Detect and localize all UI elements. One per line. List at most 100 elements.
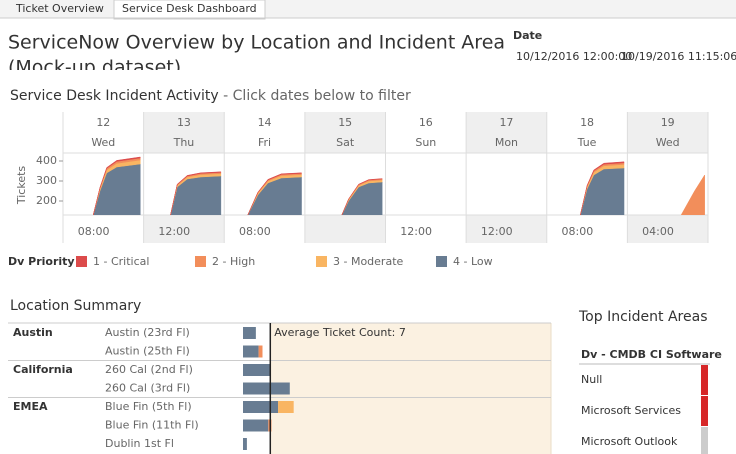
weekday[interactable]: Mon	[495, 136, 518, 149]
day-header[interactable]	[385, 112, 467, 153]
legend-swatch[interactable]	[316, 256, 327, 267]
date-to[interactable]: 10/19/2016 11:15:06	[621, 50, 736, 63]
location-bar[interactable]	[243, 327, 256, 339]
activity-title: Service Desk Incident Activity - Click d…	[10, 88, 411, 104]
time-cell	[304, 215, 386, 243]
weekday[interactable]: Sun	[415, 136, 436, 149]
location-label[interactable]: Austin (23rd Fl)	[105, 326, 190, 339]
date-label: Date	[513, 29, 542, 42]
area-label[interactable]: Microsoft Outlook	[581, 435, 678, 448]
area-indicator	[701, 396, 708, 426]
day-number[interactable]: 14	[258, 116, 272, 129]
area-indicator	[701, 427, 708, 454]
area-2	[680, 174, 705, 215]
activity-title-text: Service Desk Incident Activity	[10, 88, 219, 104]
area-0	[170, 175, 222, 215]
location-label[interactable]: Dublin 1st Fl	[105, 437, 174, 450]
active-tab[interactable]	[113, 0, 266, 20]
legend-label[interactable]: 4 - Low	[453, 255, 493, 268]
weekday[interactable]: Tue	[577, 136, 597, 149]
location-bar[interactable]	[243, 419, 269, 432]
day-header[interactable]	[224, 112, 305, 153]
location-bar[interactable]	[278, 401, 294, 413]
location-label[interactable]: 260 Cal (3rd Fl)	[105, 382, 190, 395]
day-header[interactable]	[546, 112, 628, 153]
location-label[interactable]: 260 Cal (2nd Fl)	[105, 363, 193, 376]
group-label: Austin	[13, 326, 53, 339]
legend-swatch[interactable]	[436, 256, 447, 267]
area-label[interactable]: Null	[581, 373, 602, 386]
weekday[interactable]: Fri	[258, 136, 271, 149]
day-header[interactable]	[143, 112, 225, 153]
location-bar[interactable]	[243, 382, 290, 395]
y-tick-label: 400	[36, 154, 57, 167]
location-bar[interactable]	[243, 345, 259, 358]
area-label[interactable]: Microsoft Services	[581, 404, 681, 417]
clip-mask	[0, 70, 500, 84]
location-bar[interactable]	[243, 364, 271, 376]
legend-swatch[interactable]	[76, 256, 87, 267]
legend-title: Dv Priority	[8, 255, 75, 268]
weekday[interactable]: Wed	[656, 136, 680, 149]
area-3	[247, 172, 302, 215]
location-bar[interactable]	[243, 438, 247, 450]
area-0	[341, 181, 383, 215]
tab-bar	[0, 0, 736, 18]
time-cell	[63, 215, 144, 243]
tab[interactable]: Ticket Overview	[15, 2, 104, 15]
tab[interactable]: Service Desk Dashboard	[122, 2, 257, 15]
average-label: Average Ticket Count: 7	[274, 326, 406, 339]
time-label: 12:00	[481, 225, 513, 238]
legend-label[interactable]: 3 - Moderate	[333, 255, 404, 268]
area-3	[170, 171, 222, 215]
time-cell	[385, 215, 467, 243]
reference-band	[270, 323, 551, 454]
date-from[interactable]: 10/12/2016 12:00:00	[516, 50, 632, 63]
day-number[interactable]: 18	[580, 116, 594, 129]
time-cell	[627, 215, 708, 243]
areas-header: Dv - CMDB CI Software	[581, 348, 722, 361]
time-label: 08:00	[239, 225, 271, 238]
day-number[interactable]: 19	[661, 116, 675, 129]
weekday[interactable]: Sat	[336, 136, 355, 149]
time-cell	[224, 215, 305, 243]
time-label: 12:00	[400, 225, 432, 238]
area-3	[92, 156, 141, 215]
time-label: 04:00	[642, 225, 674, 238]
group-label: California	[13, 363, 73, 376]
location-bar[interactable]	[258, 345, 263, 358]
area-3	[341, 178, 383, 215]
location-label[interactable]: Blue Fin (11th Fl)	[105, 419, 199, 432]
location-bar[interactable]	[243, 401, 279, 413]
legend-label[interactable]: 2 - High	[212, 255, 255, 268]
weekday[interactable]: Wed	[91, 136, 115, 149]
day-header[interactable]	[466, 112, 547, 153]
day-number[interactable]: 12	[96, 116, 110, 129]
plot-area	[92, 156, 705, 215]
activity-hint: - Click dates below to filter	[219, 88, 411, 104]
day-number[interactable]: 16	[419, 116, 433, 129]
day-header[interactable]	[304, 112, 386, 153]
location-label[interactable]: Austin (25th Fl)	[105, 345, 190, 358]
time-label: 12:00	[158, 225, 190, 238]
y-tick-label: 200	[36, 194, 57, 207]
area-0	[247, 176, 302, 215]
location-label[interactable]: Blue Fin (5th Fl)	[105, 400, 192, 413]
locations-title: Location Summary	[10, 298, 141, 314]
time-cell	[466, 215, 547, 243]
dashboard-title: ServiceNow Overview by Location and Inci…	[8, 32, 505, 54]
group-label: EMEA	[13, 400, 48, 413]
day-number[interactable]: 15	[338, 116, 352, 129]
time-cell	[143, 215, 225, 243]
area-0	[580, 167, 625, 215]
legend-swatch[interactable]	[195, 256, 206, 267]
time-cell	[546, 215, 628, 243]
day-number[interactable]: 13	[177, 116, 191, 129]
y-axis-label: Tickets	[15, 166, 28, 206]
day-header[interactable]	[63, 112, 144, 153]
day-number[interactable]: 17	[499, 116, 513, 129]
day-header[interactable]	[627, 112, 708, 153]
legend-label[interactable]: 1 - Critical	[93, 255, 149, 268]
weekday[interactable]: Thu	[173, 136, 195, 149]
